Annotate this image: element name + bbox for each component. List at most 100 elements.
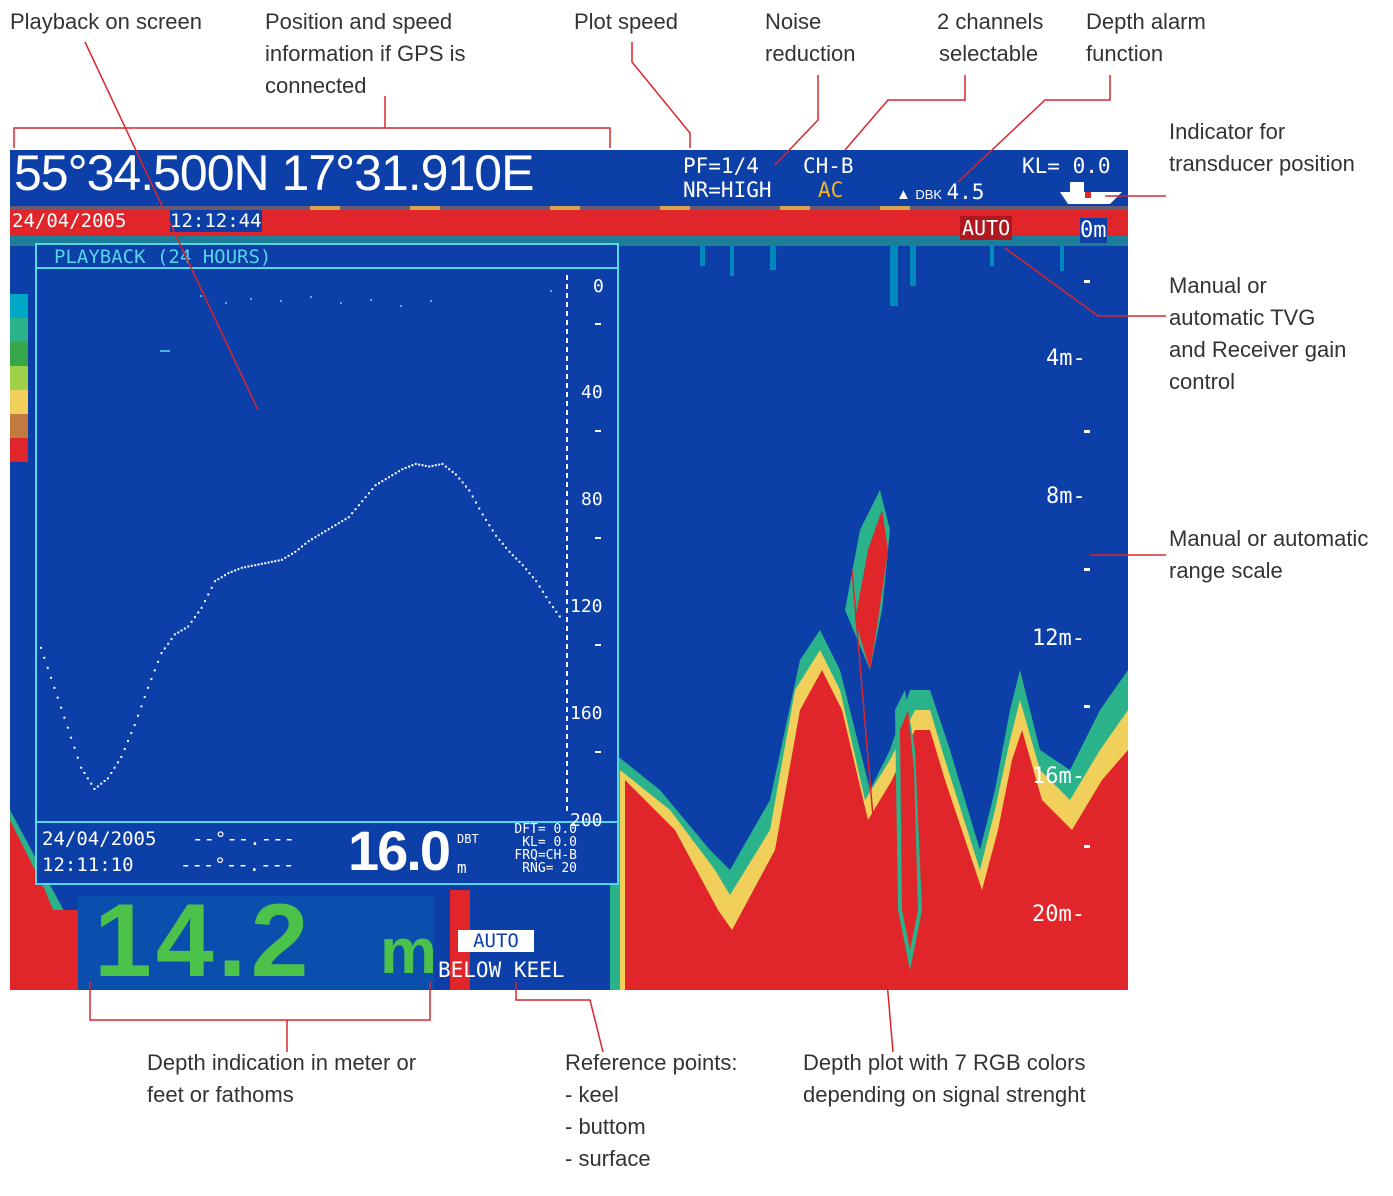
- playback-depth-point: [478, 507, 481, 510]
- callout-line: Manual or automatic: [1169, 526, 1369, 551]
- playback-scale-label: 120: [570, 596, 603, 617]
- range-scale-label: 0m: [1080, 218, 1107, 243]
- playback-depth-point: [83, 772, 86, 774]
- playback-depth-point: [113, 766, 116, 769]
- playback-depth-point: [525, 568, 528, 571]
- playback-depth-point: [541, 590, 544, 593]
- playback-depth-point: [200, 606, 203, 609]
- playback-depth-point: [280, 558, 283, 561]
- plot-speed-readout: PF=1/4: [683, 154, 759, 178]
- playback-depth-point: [93, 788, 96, 790]
- bracket-position: [13, 127, 611, 148]
- playback-depth-point: [501, 542, 504, 545]
- playback-depth-point: [424, 464, 427, 467]
- playback-depth-point: [217, 578, 220, 581]
- playback-depth-point: [90, 782, 93, 785]
- depth-unit: m: [380, 915, 437, 987]
- playback-depth-point: [123, 748, 126, 750]
- range-scale-label: 4m-: [1046, 346, 1086, 371]
- callout-line: Manual or: [1169, 273, 1267, 298]
- playback-depth-point: [465, 485, 467, 488]
- playback-depth-point: [454, 473, 457, 476]
- gps-position: 55°34.500N 17°31.910E: [14, 150, 534, 201]
- tvg-mode-indicator: AUTO: [960, 216, 1013, 240]
- playback-depth-point: [170, 638, 173, 641]
- playback-depth-point: [448, 468, 451, 471]
- playback-depth-point: [471, 495, 474, 498]
- playback-depth-point: [100, 782, 103, 785]
- playback-depth-point: [56, 696, 59, 699]
- playback-depth-point: [428, 465, 431, 468]
- playback-depth-point: [401, 468, 404, 471]
- playback-depth-point: [264, 562, 267, 565]
- playback-params: DFT= 0.0 KL= 0.0 FRQ=CH-B RNG= 20: [493, 823, 577, 875]
- playback-depth-point: [66, 726, 69, 729]
- playback-depth-point: [137, 714, 139, 717]
- playback-depth-point: [337, 522, 340, 525]
- color-scale-level: [10, 438, 28, 462]
- playback-longitude: ---°--.---: [180, 854, 295, 876]
- playback-scale-label: 0: [593, 276, 604, 297]
- color-scale: [10, 294, 28, 462]
- playback-depth-point: [475, 501, 477, 504]
- playback-depth-point: [173, 633, 176, 636]
- channel-readout: CH-B: [803, 154, 854, 178]
- callout-reference-points: Reference points: - keel - buttom - surf…: [565, 1047, 737, 1175]
- color-scale-level: [10, 366, 28, 390]
- playback-depth-point: [327, 528, 330, 531]
- alarm-label: DBK: [915, 187, 943, 202]
- playback-depth-point: [247, 565, 250, 568]
- callout-position-speed: Position and speed information if GPS is…: [265, 6, 466, 102]
- callout-playback: Playback on screen: [10, 6, 202, 38]
- playback-depth-point: [46, 666, 49, 669]
- color-scale-level: [10, 390, 28, 414]
- callout-line: range scale: [1169, 558, 1283, 583]
- playback-depth-point: [438, 463, 441, 466]
- callout-line: and Receiver gain: [1169, 337, 1347, 362]
- callout-line: Depth indication in meter or: [147, 1050, 417, 1075]
- callout-line: 2 channels: [937, 9, 1044, 34]
- playback-depth-point: [270, 560, 273, 563]
- playback-depth-point: [50, 676, 52, 679]
- playback-depth-point: [244, 566, 247, 569]
- playback-depth-point: [133, 724, 136, 727]
- playback-latitude: --°--.---: [192, 828, 295, 850]
- playback-depth-point: [197, 611, 200, 614]
- callout-line: - keel: [565, 1082, 619, 1107]
- playback-depth-point: [555, 610, 558, 613]
- callout-line: Indicator for: [1169, 119, 1286, 144]
- playback-param: KL= 0.0: [522, 835, 577, 850]
- ac-indicator: AC: [818, 178, 844, 202]
- callout-depth-alarm: Depth alarm function: [1086, 6, 1206, 70]
- surface-echo-fringe: [10, 236, 1128, 246]
- playback-depth-point: [521, 564, 524, 567]
- callout-line: function: [1086, 41, 1164, 66]
- callout-line: information if GPS is: [265, 41, 466, 66]
- playback-depth-point: [317, 534, 320, 537]
- playback-depth-point: [334, 524, 337, 527]
- playback-depth-point: [110, 772, 113, 774]
- playback-param: FRQ=CH-B: [514, 848, 577, 863]
- callout-line: reduction: [765, 41, 856, 66]
- playback-depth-point: [73, 746, 76, 749]
- playback-scale-label: 80: [581, 489, 603, 510]
- playback-depth-point: [515, 557, 518, 560]
- echosounder-screen: 55°34.500N 17°31.910E PF=1/4 NR=HIGH CH-…: [10, 150, 1128, 990]
- playback-depth-point: [441, 462, 444, 465]
- playback-depth-point: [361, 500, 364, 503]
- playback-depth-point: [140, 705, 143, 708]
- playback-depth-point: [180, 629, 183, 632]
- depth-value: 14.2: [94, 883, 313, 990]
- callout-line: control: [1169, 369, 1236, 394]
- playback-depth-point: [311, 538, 313, 541]
- playback-depth-point: [187, 625, 190, 628]
- playback-depth-point: [488, 524, 491, 527]
- callout-line: - surface: [565, 1146, 651, 1171]
- callout-channels: 2 channels selectable: [937, 6, 1043, 70]
- playback-depth-point: [548, 601, 551, 604]
- depth-display: [78, 896, 434, 990]
- callout-line: Position and speed: [265, 9, 453, 34]
- playback-depth-point: [250, 564, 253, 567]
- playback-depth-point: [291, 552, 293, 555]
- callout-line: Depth plot with 7 RGB colors: [803, 1050, 1086, 1075]
